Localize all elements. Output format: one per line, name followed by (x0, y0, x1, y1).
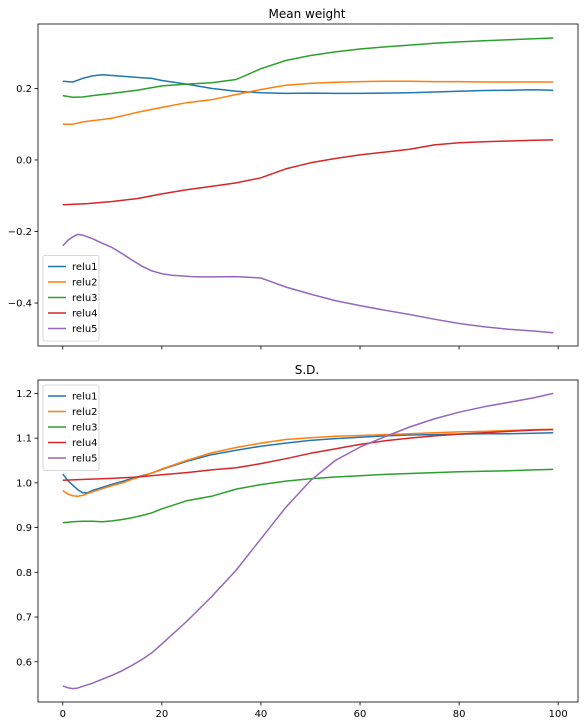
mean-weight-legend: relu1 relu2 relu3 relu4 relu5 (42, 255, 100, 342)
mean-weight-legend-label: relu4 (72, 309, 98, 320)
sd-lines (62, 392, 554, 690)
sd-y-tick-label: 1.0 (16, 478, 32, 489)
mean-weight-axes-frame (37, 23, 579, 347)
mean-weight-y-tick-label: 0.2 (16, 84, 32, 95)
sd-y-tick-label: 1.1 (16, 434, 32, 445)
mean-weight-ticks: −0.4 −0.2 0.0 0.2 (8, 84, 559, 350)
mean-weight-panel: Mean weight −0.4−0.20.00.2 relu1relu2rel… (8, 7, 579, 350)
mean-weight-legend-label: relu2 (72, 278, 98, 289)
sd-legend: relu1 relu2 relu3 relu4 relu5 (42, 384, 100, 471)
sd-panel: S.D. 0 20 40 60 80 100 0.6 0.7 0.8 0.9 1.0 1.1 1.2 r… (16, 363, 579, 720)
sd-x-tick-label: 0 (60, 709, 66, 720)
sd-series-relu1 (62, 432, 554, 494)
sd-legend-label: relu4 (72, 438, 98, 449)
mean-weight-legend-label: relu5 (72, 324, 98, 335)
mean-weight-lines (62, 37, 554, 334)
sd-title: S.D. (295, 363, 320, 377)
sd-y-tick-label: 1.2 (16, 389, 32, 400)
sd-x-tick-label: 60 (354, 709, 367, 720)
sd-legend-label: relu5 (72, 454, 98, 465)
sd-legend-box (42, 384, 100, 471)
sd-y-tick-label: 0.8 (16, 568, 32, 579)
mean-weight-legend-box (42, 255, 100, 342)
mean-weight-series-relu5 (62, 233, 554, 334)
mean-weight-y-tick-label: 0.0 (16, 155, 32, 166)
sd-x-tick-label: 80 (453, 709, 466, 720)
mean-weight-series-relu4 (62, 139, 554, 206)
sd-series-relu5 (62, 392, 554, 690)
sd-legend-label: relu2 (72, 407, 98, 418)
sd-ticks: 0 20 40 60 80 100 0.6 0.7 0.8 0.9 1.0 1.1 1.2 (16, 389, 568, 720)
mean-weight-series-relu2 (62, 80, 554, 125)
sd-x-tick-label: 100 (549, 709, 568, 720)
sd-axes-frame (37, 379, 579, 703)
mean-weight-series-relu3 (62, 37, 554, 99)
mean-weight-legend-label: relu1 (72, 262, 98, 273)
sd-series-relu4 (62, 428, 554, 481)
sd-x-tick-label: 20 (155, 709, 168, 720)
sd-legend-label: relu1 (72, 392, 98, 403)
sd-series-relu3 (62, 468, 554, 524)
sd-y-tick-label: 0.9 (16, 523, 32, 534)
mean-weight-series-relu1 (62, 74, 554, 95)
sd-y-tick-label: 0.7 (16, 613, 32, 624)
sd-x-tick-label: 40 (255, 709, 268, 720)
mean-weight-title: Mean weight (269, 7, 346, 21)
mean-weight-legend-label: relu3 (72, 293, 98, 304)
sd-legend-label: relu3 (72, 423, 98, 434)
mean-weight-y-tick-label: −0.4 (8, 299, 32, 310)
sd-series-relu2 (62, 428, 554, 498)
mean-weight-y-tick-label: −0.2 (8, 227, 32, 238)
sd-y-tick-label: 0.6 (16, 657, 32, 668)
